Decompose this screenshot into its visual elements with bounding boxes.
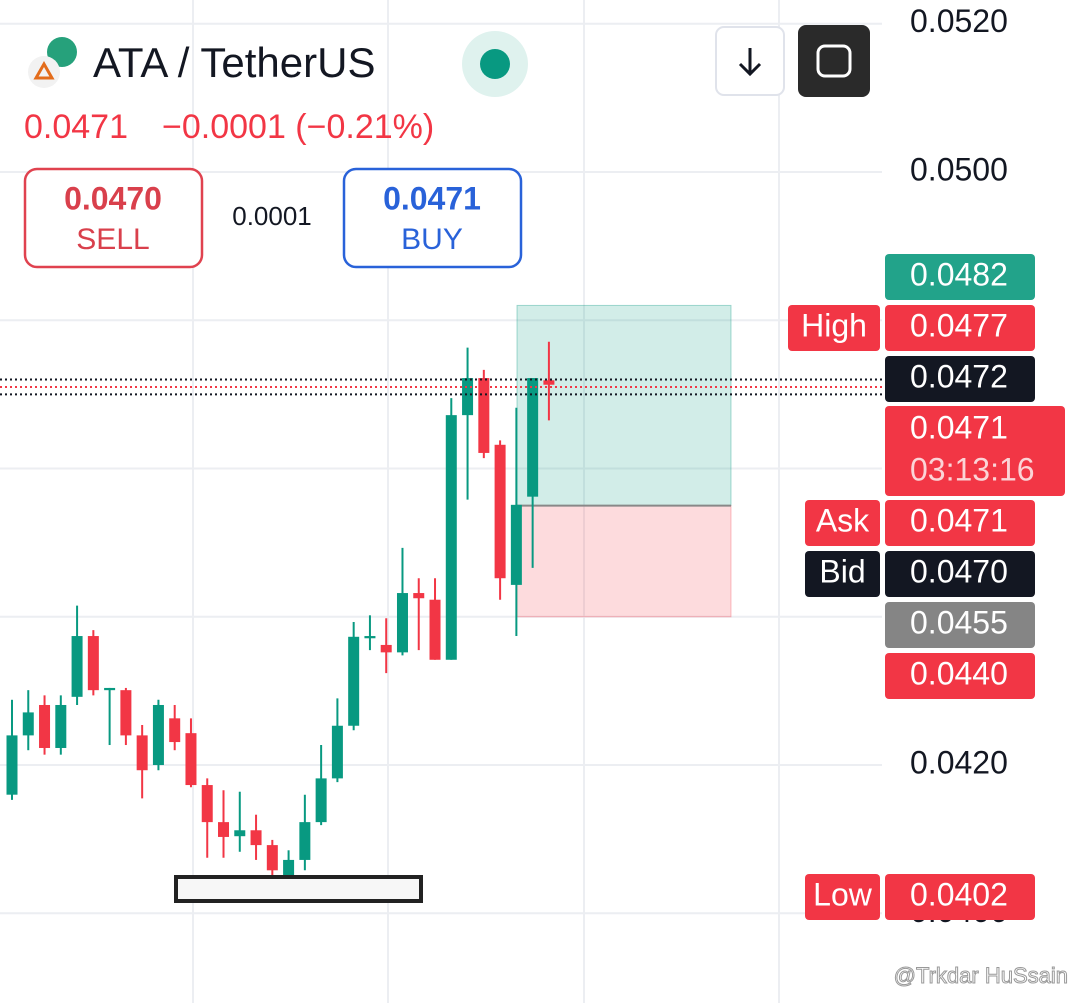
fullscreen-button[interactable] — [798, 25, 870, 97]
fullscreen-icon — [816, 44, 852, 78]
status-dot — [480, 49, 510, 79]
price-tag — [885, 305, 1035, 351]
price-tag — [885, 653, 1035, 699]
countdown: 03:13:16 — [910, 451, 1035, 487]
candle-body — [543, 380, 555, 385]
tag-name-box — [805, 874, 880, 920]
candle-body — [283, 859, 295, 883]
candle-body — [6, 735, 18, 795]
candle-body — [234, 830, 246, 837]
price-tag-label: 0.0440 — [910, 655, 1008, 691]
spread: 0.0001 — [232, 201, 312, 231]
candle-body — [266, 845, 278, 871]
drawing-box — [174, 875, 423, 903]
loss-zone — [516, 505, 732, 618]
candle-body — [462, 378, 474, 416]
candle-body — [299, 822, 311, 860]
candle-body — [494, 444, 506, 579]
sell-price: 0.0470 — [64, 180, 162, 216]
grid — [0, 0, 882, 1003]
last-price: 0.0471 — [24, 108, 128, 146]
ata-logo — [33, 60, 55, 80]
price-change: −0.0001 (−0.21%) — [162, 108, 434, 146]
price-tag — [885, 500, 1035, 546]
tag-name: High — [801, 307, 867, 343]
price-tag — [885, 406, 1065, 496]
candle-body — [87, 636, 99, 691]
price-tag-label: 0.0472 — [910, 358, 1008, 394]
tag-name-box — [805, 500, 880, 546]
price-tag — [885, 874, 1035, 920]
candle-body — [429, 599, 441, 660]
price-tag-label: 0.0471 — [910, 409, 1008, 445]
download-icon — [738, 48, 762, 77]
price-tag-label: 0.0402 — [910, 876, 1008, 912]
price-tags: 0.0482 0.0477 High 0.0472 0.0471 03:13:16 0.04… — [788, 254, 1065, 920]
candle-body — [71, 636, 83, 697]
symbol-title: ATA / TetherUS — [93, 39, 375, 86]
candle-body — [413, 593, 425, 599]
tag-name: Bid — [819, 553, 865, 589]
price-tag-label: 0.0455 — [910, 604, 1008, 640]
price-tag-label: 0.0470 — [910, 553, 1008, 589]
candle-body — [364, 636, 376, 639]
ata-icon — [28, 56, 60, 88]
candle-body — [380, 644, 392, 653]
candle-body — [250, 830, 262, 846]
tag-name-box — [805, 551, 880, 597]
price-tag — [885, 254, 1035, 300]
candle-body — [396, 593, 408, 653]
watermark: @Trkdar HuSsain — [894, 963, 1068, 988]
buy-label: BUY — [401, 223, 463, 256]
candle-body — [478, 378, 490, 453]
price-tag-label: 0.0471 — [910, 502, 1008, 538]
price-tag-label: 0.0477 — [910, 307, 1008, 343]
y-tick-label: 0.0500 — [910, 151, 1008, 187]
candle-body — [152, 704, 164, 766]
price-tag — [885, 356, 1035, 402]
candle-body — [104, 687, 116, 691]
price-tag — [885, 602, 1035, 648]
candle-body — [136, 735, 148, 771]
candle-body — [185, 733, 197, 786]
plot — [0, 304, 882, 894]
sell-button[interactable] — [23, 167, 204, 269]
y-tick-label: 0.0420 — [910, 744, 1008, 780]
candle-body — [348, 636, 360, 726]
candle-body — [120, 690, 132, 736]
tag-name: Ask — [816, 502, 870, 538]
tag-name: Low — [813, 876, 873, 912]
usdt-icon — [47, 37, 77, 67]
candle-body — [201, 785, 213, 823]
candle-body — [315, 778, 327, 823]
candle-body — [510, 504, 522, 585]
sell-label: SELL — [76, 223, 149, 256]
candle-body — [169, 718, 181, 743]
y-tick-label: 0.0520 — [910, 3, 1008, 39]
price-tag-label: 0.0482 — [910, 256, 1008, 292]
candle-body — [55, 704, 67, 748]
candle-body — [445, 415, 457, 660]
candle-body — [39, 704, 51, 748]
buy-button[interactable] — [342, 167, 523, 269]
candle-body — [218, 822, 230, 837]
buy-price: 0.0471 — [383, 180, 481, 216]
profit-zone — [516, 304, 732, 507]
candle-body — [527, 378, 539, 497]
candle-body — [331, 725, 343, 779]
tag-name-box — [788, 305, 880, 351]
price-tag — [885, 551, 1035, 597]
candle-body — [22, 712, 34, 736]
